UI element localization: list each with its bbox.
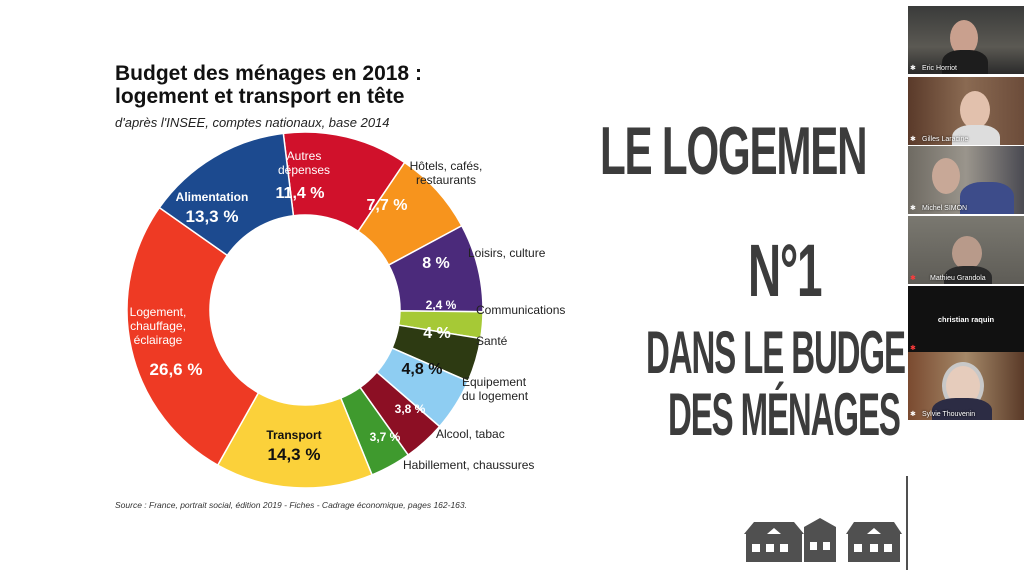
slice-value-label: 3,8 %: [395, 402, 426, 416]
slice-value-label: 3,7 %: [370, 430, 401, 444]
mic-icon: ✱: [910, 205, 916, 212]
chart-source: Source : France, portrait social, éditio…: [115, 500, 468, 510]
slice-category-label: Hôtels, cafés, restaurants: [410, 159, 483, 187]
slice-logement-chauffage-clairage: [126, 206, 260, 467]
participant-name: Eric Horriot: [922, 65, 958, 72]
participant-tile-2[interactable]: ✱ Gilles Laracine: [908, 77, 1024, 145]
slice-category-label: Communications: [476, 303, 565, 317]
participant-face: [932, 158, 960, 194]
participant-tile-4[interactable]: ✱ Mathieu Grandola: [908, 216, 1024, 284]
participant-tile-5[interactable]: christian raquin ✱: [908, 286, 1024, 354]
chart-title-line1: Budget des ménages en 2018 :: [115, 62, 422, 85]
slice-category-label: Loisirs, culture: [468, 246, 546, 260]
slice-category-label: Santé: [476, 334, 508, 348]
slice-category-label: Logement, chauffage, éclairage: [130, 305, 187, 347]
slice-value-label: 14,3 %: [268, 445, 321, 464]
participant-face: [952, 236, 982, 270]
slice-value-label: 11,4 %: [276, 185, 325, 202]
headline-line-2: N°1: [748, 229, 823, 312]
headline-line-1: LE LOGEMEN: [600, 113, 868, 189]
participant-tile-3[interactable]: ✱ Michel SIMON: [908, 146, 1024, 214]
donut-chart: 11,4 % Autres dépenses 7,7 %Hôtels, cafés, r…: [126, 131, 565, 489]
slice-value-label: 4,8 %: [402, 361, 443, 378]
slice-category-label: Alimentation: [176, 190, 249, 204]
participant-tile-1[interactable]: ✱ Eric Horriot: [908, 6, 1024, 74]
slice-alimentation: [158, 132, 295, 257]
headline-line-4: DES MÉNAGES: [668, 381, 901, 448]
mic-icon: ✱: [910, 411, 916, 418]
participant-body: [932, 398, 992, 420]
presentation-slide: Budget des ménages en 2018 : logement et…: [115, 62, 906, 562]
participant-face: [960, 91, 990, 129]
participant-name: Gilles Laracine: [922, 136, 969, 143]
slice-value-label: 13,3 %: [186, 207, 239, 226]
participant-body: [952, 125, 1000, 145]
slice-value-label: 26,6 %: [150, 360, 203, 379]
slice-value-label: 7,7 %: [367, 197, 408, 214]
participant-tile-6[interactable]: ✱ Sylvie Thouvenin: [908, 352, 1024, 420]
chart-title-line2: logement et transport en tête: [115, 85, 405, 108]
participant-body: [942, 50, 988, 74]
mic-icon: ✱: [910, 65, 916, 72]
buildings-icon: [744, 518, 902, 562]
participant-name: Mathieu Grandola: [930, 275, 986, 282]
chart-title: Budget des ménages en 2018 : logement et…: [115, 62, 422, 108]
participant-name: christian raquin: [937, 315, 995, 324]
headline-line-3: DANS LE BUDGE: [646, 319, 906, 386]
slice-value-label: 4 %: [423, 325, 451, 342]
mic-muted-icon: ✱: [910, 345, 916, 352]
participant-body: [960, 182, 1014, 214]
chart-subtitle: d'après l'INSEE, comptes nationaux, base…: [115, 115, 390, 130]
slice-category-label: Equipement du logement: [462, 375, 529, 403]
participant-name: Michel SIMON: [922, 205, 968, 212]
slice-category-label: Transport: [266, 428, 321, 442]
mic-muted-icon: ✱: [910, 275, 916, 282]
slice-value-label: 2,4 %: [426, 298, 457, 312]
participant-name: Sylvie Thouvenin: [922, 411, 976, 418]
mic-icon: ✱: [910, 136, 916, 143]
slice-category-label: Alcool, tabac: [436, 427, 505, 441]
slice-category-label: Autres dépenses: [278, 149, 330, 177]
slice-category-label: Habillement, chaussures: [403, 458, 534, 472]
slice-value-label: 8 %: [422, 255, 450, 272]
participant-body: [944, 266, 992, 284]
